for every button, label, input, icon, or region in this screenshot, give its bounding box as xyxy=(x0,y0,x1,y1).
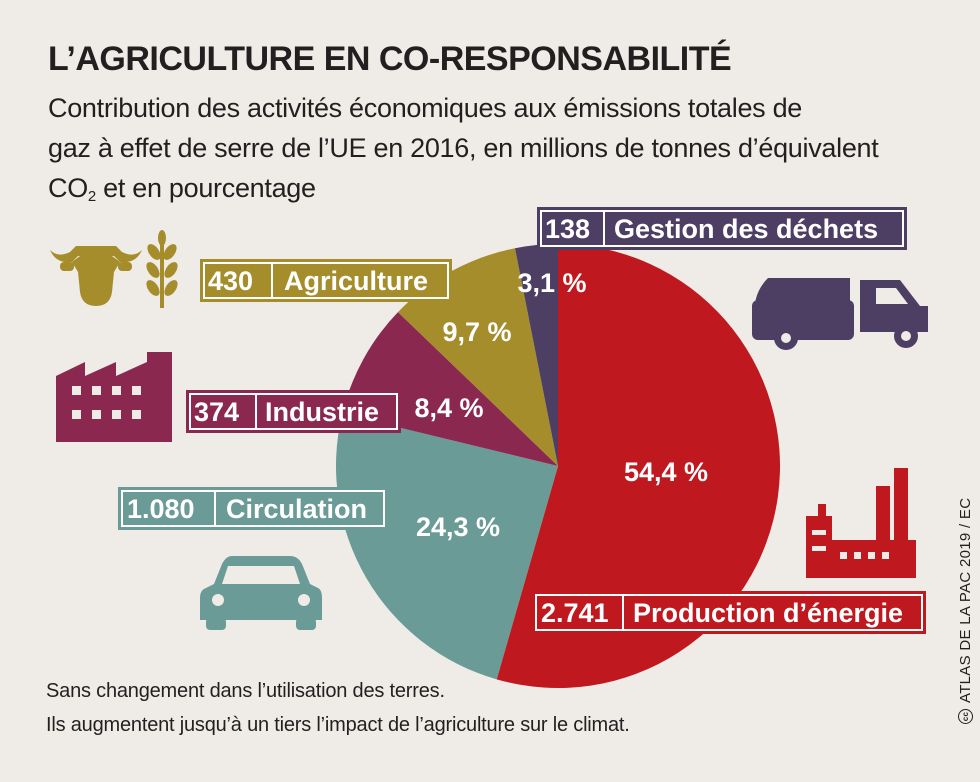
tag-circulation: 1.080 Circulation xyxy=(118,487,388,530)
pie-slices xyxy=(336,243,781,688)
tag-industrie-label: Industrie xyxy=(265,397,379,427)
tag-industrie: 374 Industrie xyxy=(186,390,401,433)
credit: cc ATLAS DE LA PAC 2019 / EC xyxy=(957,498,974,724)
car-icon xyxy=(200,556,322,630)
percent-label-circulation: 24,3 % xyxy=(416,512,500,542)
tag-industrie-value: 374 xyxy=(194,397,239,427)
creative-commons-icon: cc xyxy=(958,709,973,724)
credit-text: ATLAS DE LA PAC 2019 / EC xyxy=(957,497,974,703)
tag-production-energie: 2.741 Production d’énergie xyxy=(532,591,926,634)
subtitle-line-2: gaz à effet de serre de l’UE en 2016, en… xyxy=(48,133,879,163)
percent-label-production-energie: 54,4 % xyxy=(624,457,708,487)
subtitle-line-1: Contribution des activités économiques a… xyxy=(48,93,803,123)
slice-gestion-dechets xyxy=(514,244,558,466)
note-line-1: Sans changement dans l’utilisation des t… xyxy=(46,680,445,702)
tag-circulation-label: Circulation xyxy=(226,494,367,524)
percent-label-industrie: 8,4 % xyxy=(414,393,483,423)
garbage-truck-icon xyxy=(752,278,928,350)
subtitle-line-3: et en pourcentage xyxy=(95,173,316,203)
slice-production-energie xyxy=(496,243,781,688)
slice-industrie xyxy=(342,312,558,466)
tag-agriculture-value: 430 xyxy=(208,266,253,296)
tag-gestion-dechets: 138 Gestion des déchets xyxy=(537,207,907,250)
cow-and-wheat-icon xyxy=(50,230,178,308)
tag-gestion-dechets-label: Gestion des déchets xyxy=(614,214,878,244)
subtitle-co: CO xyxy=(48,173,88,203)
slice-agriculture xyxy=(397,248,558,466)
chart-subtitle: Contribution des activités économiques a… xyxy=(48,88,948,208)
percent-label-agriculture: 9,7 % xyxy=(442,317,511,347)
tag-gestion-dechets-value: 138 xyxy=(545,214,590,244)
tag-production-energie-value: 2.741 xyxy=(541,598,609,628)
tag-production-energie-label: Production d’énergie xyxy=(633,598,903,628)
percent-label-gestion-dechets: 3,1 % xyxy=(517,268,586,298)
wheat-icon xyxy=(146,230,178,308)
tag-agriculture: 430 Agriculture xyxy=(200,259,452,302)
subtitle-subscript: 2 xyxy=(87,188,96,205)
chart-title: L’AGRICULTURE EN CO-RESPONSABILITÉ xyxy=(48,40,732,78)
slice-circulation xyxy=(336,413,558,680)
tag-circulation-value: 1.080 xyxy=(127,494,195,524)
note-line-2: Ils augmentent jusqu’à un tiers l’impact… xyxy=(46,714,630,736)
factory-icon xyxy=(56,352,172,442)
tag-agriculture-label: Agriculture xyxy=(284,266,428,296)
cow-head-icon xyxy=(50,246,142,306)
power-plant-icon xyxy=(806,468,916,578)
